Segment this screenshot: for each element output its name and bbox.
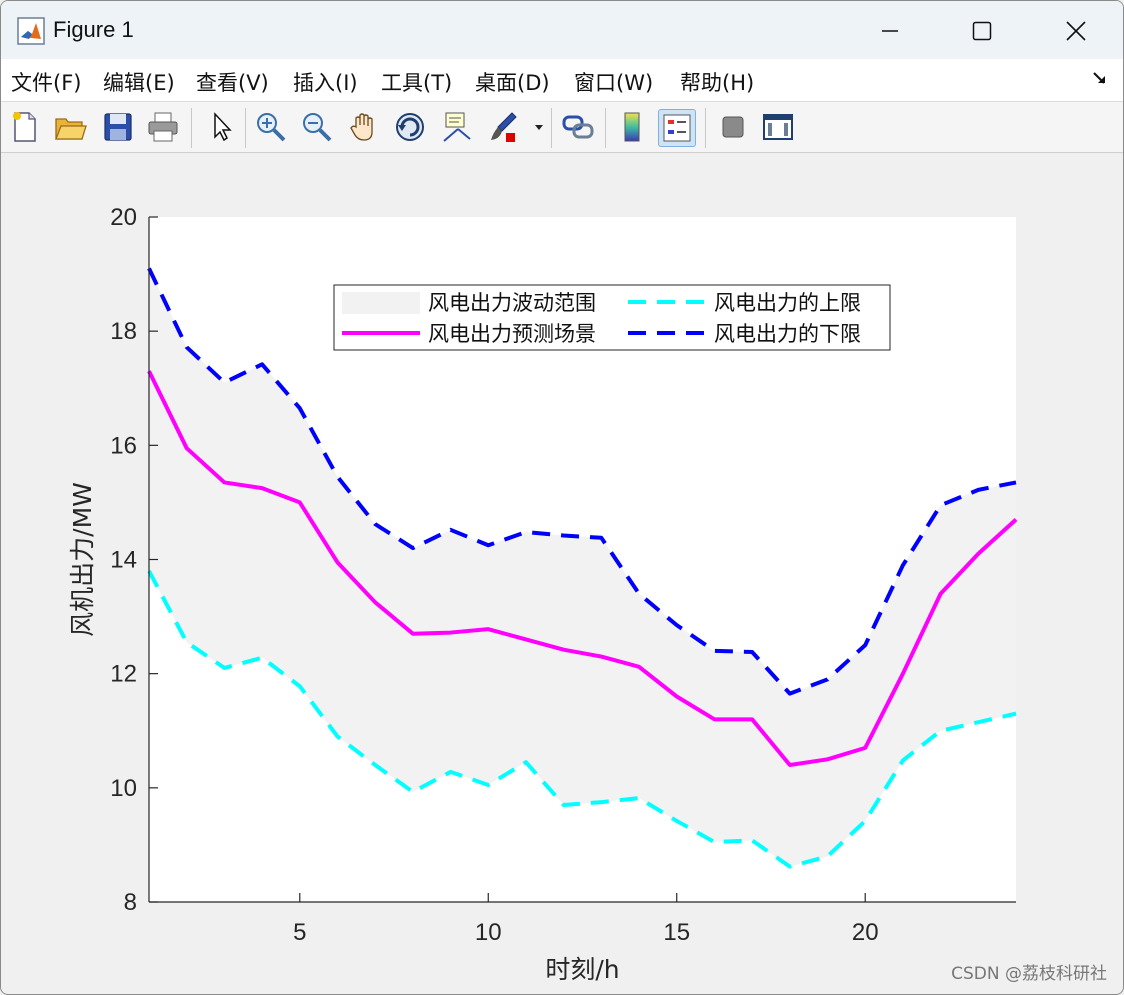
y-axis-label: 风机出力/MW xyxy=(68,482,97,637)
menu-edit[interactable]: 编辑(E) xyxy=(103,71,175,95)
new-figure-icon[interactable] xyxy=(7,109,43,145)
fluctuation-band xyxy=(149,268,1016,867)
y-tick-label: 18 xyxy=(110,318,137,345)
legend-label: 风电出力的上限 xyxy=(714,291,861,315)
menu-file[interactable]: 文件(F) xyxy=(11,71,82,95)
y-tick-label: 8 xyxy=(124,889,137,916)
x-tick-label: 15 xyxy=(663,919,690,946)
matlab-logo-icon xyxy=(17,17,45,45)
close-icon xyxy=(1066,21,1086,41)
watermark: CSDN @荔枝科研社 xyxy=(951,964,1107,984)
legend-label: 风电出力波动范围 xyxy=(428,291,596,315)
rotate-3d-icon[interactable] xyxy=(392,109,428,145)
y-tick-label: 16 xyxy=(110,432,137,459)
legend-swatch-band xyxy=(342,292,420,314)
toolbar-separator xyxy=(551,108,552,148)
chevron-down-icon[interactable] xyxy=(532,120,546,134)
series-line-0 xyxy=(147,370,1018,767)
figure-toolbar xyxy=(1,102,1123,153)
toolbar-separator xyxy=(245,108,246,148)
x-axis-label: 时刻/h xyxy=(545,955,619,984)
show-plot-tools-icon[interactable] xyxy=(760,109,796,145)
toolbar-separator xyxy=(605,108,606,148)
legend-label: 风电出力预测场景 xyxy=(428,322,596,346)
figure-canvas: 5 10 15 20 8 10 12 14 16 18 20 时刻/h 风机出力/MW 风电出力波动范围… xyxy=(1,153,1123,994)
zoom-out-icon[interactable] xyxy=(299,109,335,145)
pointer-icon[interactable] xyxy=(203,109,239,145)
menu-view[interactable]: 查看(V) xyxy=(196,71,269,95)
open-file-icon[interactable] xyxy=(52,109,88,145)
menu-insert[interactable]: 插入(I) xyxy=(293,71,358,95)
minimize-icon xyxy=(882,30,898,32)
window-title: Figure 1 xyxy=(53,17,134,42)
x-tick-label: 5 xyxy=(293,919,306,946)
menu-desktop[interactable]: 桌面(D) xyxy=(475,71,550,95)
zoom-in-icon[interactable] xyxy=(253,109,289,145)
hide-plot-tools-icon[interactable] xyxy=(715,109,751,145)
legend-label: 风电出力的下限 xyxy=(714,322,861,346)
x-tick-label: 10 xyxy=(475,919,502,946)
menu-help[interactable]: 帮助(H) xyxy=(680,71,755,95)
data-cursor-icon[interactable] xyxy=(438,109,474,145)
pan-hand-icon[interactable] xyxy=(346,109,382,145)
minimize-button[interactable] xyxy=(867,9,913,53)
toolbar-separator xyxy=(705,108,706,148)
save-icon[interactable] xyxy=(100,109,136,145)
series-line-1 xyxy=(147,569,1017,869)
legend-icon[interactable] xyxy=(658,109,696,147)
dock-arrow-icon[interactable] xyxy=(1091,69,1109,87)
menu-bar: 文件(F) 编辑(E) 查看(V) 插入(I) 工具(T) 桌面(D) 窗口(W… xyxy=(1,59,1123,102)
menu-tools[interactable]: 工具(T) xyxy=(381,71,453,95)
brush-icon[interactable] xyxy=(486,109,522,145)
legend-box xyxy=(333,284,891,351)
title-bar: Figure 1 xyxy=(1,1,1123,59)
y-tick-label: 20 xyxy=(110,204,137,231)
toolbar-separator xyxy=(191,108,192,148)
link-plot-icon[interactable] xyxy=(560,109,596,145)
close-button[interactable] xyxy=(1053,9,1099,53)
wind-power-chart: 5 10 15 20 8 10 12 14 16 18 20 时刻/h 风机出力/MW 风电出力波动范围… xyxy=(68,204,1018,984)
y-tick-label: 14 xyxy=(110,547,137,574)
print-icon[interactable] xyxy=(145,109,181,145)
x-tick-label: 20 xyxy=(852,919,879,946)
y-tick-label: 10 xyxy=(110,775,137,802)
colorbar-icon[interactable] xyxy=(614,109,650,145)
menu-window[interactable]: 窗口(W) xyxy=(574,71,654,95)
maximize-icon xyxy=(972,21,992,41)
maximize-button[interactable] xyxy=(959,9,1005,53)
y-tick-label: 12 xyxy=(110,661,137,688)
